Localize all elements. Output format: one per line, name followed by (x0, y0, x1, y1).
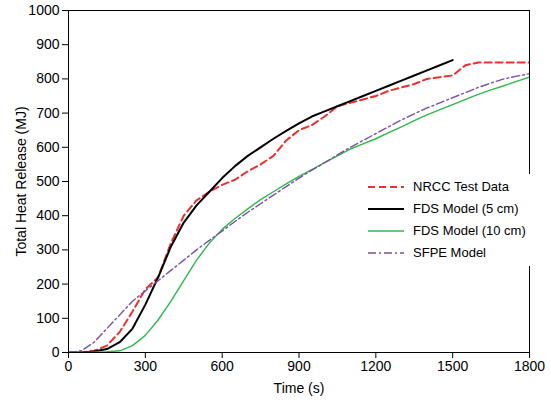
svg-text:400: 400 (36, 207, 60, 223)
svg-text:1500: 1500 (437, 358, 468, 374)
html-text:NRCC Test Data: NRCC Test Data (413, 179, 509, 195)
svg-text:0: 0 (65, 358, 73, 374)
svg-text:900: 900 (36, 36, 60, 52)
svg-text:1800: 1800 (514, 358, 545, 374)
svg-text:Total Heat Release (MJ): Total Heat Release (MJ) (13, 106, 29, 256)
svg-text:200: 200 (36, 276, 60, 292)
html-text:FDS Model (5 cm): FDS Model (5 cm) (413, 201, 519, 217)
svg-text:600: 600 (36, 139, 60, 155)
svg-text:1200: 1200 (360, 358, 391, 374)
html-text:SFPE Model: SFPE Model (413, 245, 486, 261)
svg-text:300: 300 (36, 241, 60, 257)
svg-text:100: 100 (36, 310, 60, 326)
svg-text:300: 300 (134, 358, 158, 374)
svg-text:700: 700 (36, 105, 60, 121)
svg-text:900: 900 (287, 358, 311, 374)
svg-text:600: 600 (210, 358, 234, 374)
svg-text:0: 0 (52, 344, 60, 360)
svg-text:Time (s): Time (s) (274, 380, 325, 396)
html-text:FDS Model (10 cm): FDS Model (10 cm) (413, 223, 526, 239)
svg-text:800: 800 (36, 70, 60, 86)
svg-text:1000: 1000 (28, 2, 59, 18)
svg-text:500: 500 (36, 173, 60, 189)
